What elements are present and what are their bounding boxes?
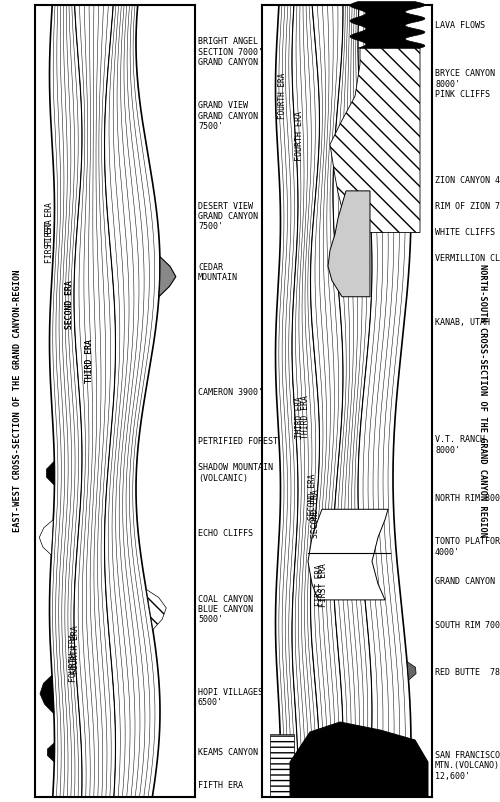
Text: FOURTH ERA: FOURTH ERA xyxy=(296,111,304,161)
Text: SECOND ERA: SECOND ERA xyxy=(308,474,317,520)
Text: EAST-WEST CROSS-SECTION OF THE GRAND CANYON-REGION: EAST-WEST CROSS-SECTION OF THE GRAND CAN… xyxy=(14,269,22,533)
Text: HOPI VILLAGES
6500': HOPI VILLAGES 6500' xyxy=(198,688,263,707)
Text: FIRST ERA: FIRST ERA xyxy=(44,203,54,246)
Text: FIRST ERA: FIRST ERA xyxy=(320,564,328,607)
Text: RED BUTTE  7800': RED BUTTE 7800' xyxy=(435,667,500,677)
Text: SHADOW MOUNTAIN
(VOLCANIC): SHADOW MOUNTAIN (VOLCANIC) xyxy=(198,464,273,483)
Text: VERMILLION CLIFFS: VERMILLION CLIFFS xyxy=(435,253,500,263)
Text: THIRD ERA: THIRD ERA xyxy=(296,396,304,438)
Text: GRAND CANYON 2500': GRAND CANYON 2500' xyxy=(435,577,500,586)
Text: SECOND ERA: SECOND ERA xyxy=(64,281,74,329)
Text: FIFTH: FIFTH xyxy=(323,747,332,769)
Polygon shape xyxy=(290,722,428,797)
Text: KANAB, UTAH  5000': KANAB, UTAH 5000' xyxy=(435,318,500,327)
Polygon shape xyxy=(46,461,54,485)
Text: SOUTH RIM 7000': SOUTH RIM 7000' xyxy=(435,621,500,630)
Text: FIRST ERA: FIRST ERA xyxy=(316,565,324,606)
Text: KEAMS CANYON: KEAMS CANYON xyxy=(198,747,258,757)
Polygon shape xyxy=(310,5,343,797)
Text: PETRIFIED FOREST: PETRIFIED FOREST xyxy=(198,436,278,446)
Polygon shape xyxy=(270,734,294,797)
Text: TONTO PLATFORM
4000': TONTO PLATFORM 4000' xyxy=(435,537,500,557)
Polygon shape xyxy=(48,743,54,762)
Text: RIM OF ZION 7000': RIM OF ZION 7000' xyxy=(435,202,500,212)
Text: LAVA FLOWS: LAVA FLOWS xyxy=(435,21,485,30)
Text: DESERT VIEW
GRAND CANYON
7500': DESERT VIEW GRAND CANYON 7500' xyxy=(198,201,258,232)
Polygon shape xyxy=(358,5,411,797)
Polygon shape xyxy=(40,675,54,714)
Text: WHITE CLIFFS: WHITE CLIFFS xyxy=(435,228,495,237)
Text: NORTH-SOUTH CROSS-SECTION OF THE GRAND CANYON REGION: NORTH-SOUTH CROSS-SECTION OF THE GRAND C… xyxy=(478,265,486,537)
Polygon shape xyxy=(104,5,160,797)
Text: SAN FRANCISCO
MTN.(VOLCANO)
12,600': SAN FRANCISCO MTN.(VOLCANO) 12,600' xyxy=(435,751,500,781)
Text: CAMERON 3900': CAMERON 3900' xyxy=(198,388,263,398)
Text: BRIGHT ANGEL
SECTION 7000'
GRAND CANYON: BRIGHT ANGEL SECTION 7000' GRAND CANYON xyxy=(198,37,263,67)
Polygon shape xyxy=(328,191,370,297)
Text: THIRD ERA: THIRD ERA xyxy=(300,395,310,439)
Polygon shape xyxy=(308,509,388,600)
Polygon shape xyxy=(159,257,176,297)
Text: FOURTH ERA: FOURTH ERA xyxy=(70,626,80,674)
Text: BRYCE CANYON
8000'
PINK CLIFFS: BRYCE CANYON 8000' PINK CLIFFS xyxy=(435,69,495,99)
Text: FOURTH ERA: FOURTH ERA xyxy=(278,73,287,119)
Polygon shape xyxy=(292,5,320,797)
Text: THIRD ERA: THIRD ERA xyxy=(86,339,94,383)
Text: THIRD ERA: THIRD ERA xyxy=(84,339,94,383)
Text: NORTH RIM 8000': NORTH RIM 8000' xyxy=(435,494,500,504)
Text: ZION CANYON 4000': ZION CANYON 4000' xyxy=(435,176,500,185)
Polygon shape xyxy=(50,5,82,797)
Text: GRAND VIEW
GRAND CANYON
7500': GRAND VIEW GRAND CANYON 7500' xyxy=(198,101,258,132)
Polygon shape xyxy=(74,5,116,797)
Polygon shape xyxy=(276,5,298,797)
Polygon shape xyxy=(40,520,54,555)
Text: CEDAR
MOUNTAIN: CEDAR MOUNTAIN xyxy=(198,263,238,282)
Polygon shape xyxy=(407,662,416,680)
Text: COAL CANYON
BLUE CANYON
5000': COAL CANYON BLUE CANYON 5000' xyxy=(198,594,253,625)
Text: ERA: ERA xyxy=(323,771,332,785)
Polygon shape xyxy=(333,5,372,797)
Text: SECOND ERA: SECOND ERA xyxy=(312,489,320,537)
Text: FOURTH ERA: FOURTH ERA xyxy=(70,634,78,682)
Text: SECOND ERA: SECOND ERA xyxy=(64,281,74,329)
Text: FIRST ERA: FIRST ERA xyxy=(44,219,54,262)
Polygon shape xyxy=(330,48,420,233)
Text: FIFTH ERA: FIFTH ERA xyxy=(198,781,243,791)
Polygon shape xyxy=(350,2,425,48)
Polygon shape xyxy=(146,589,167,630)
Text: V.T. RANCH
8000': V.T. RANCH 8000' xyxy=(435,435,485,455)
Text: ECHO CLIFFS: ECHO CLIFFS xyxy=(198,529,253,538)
